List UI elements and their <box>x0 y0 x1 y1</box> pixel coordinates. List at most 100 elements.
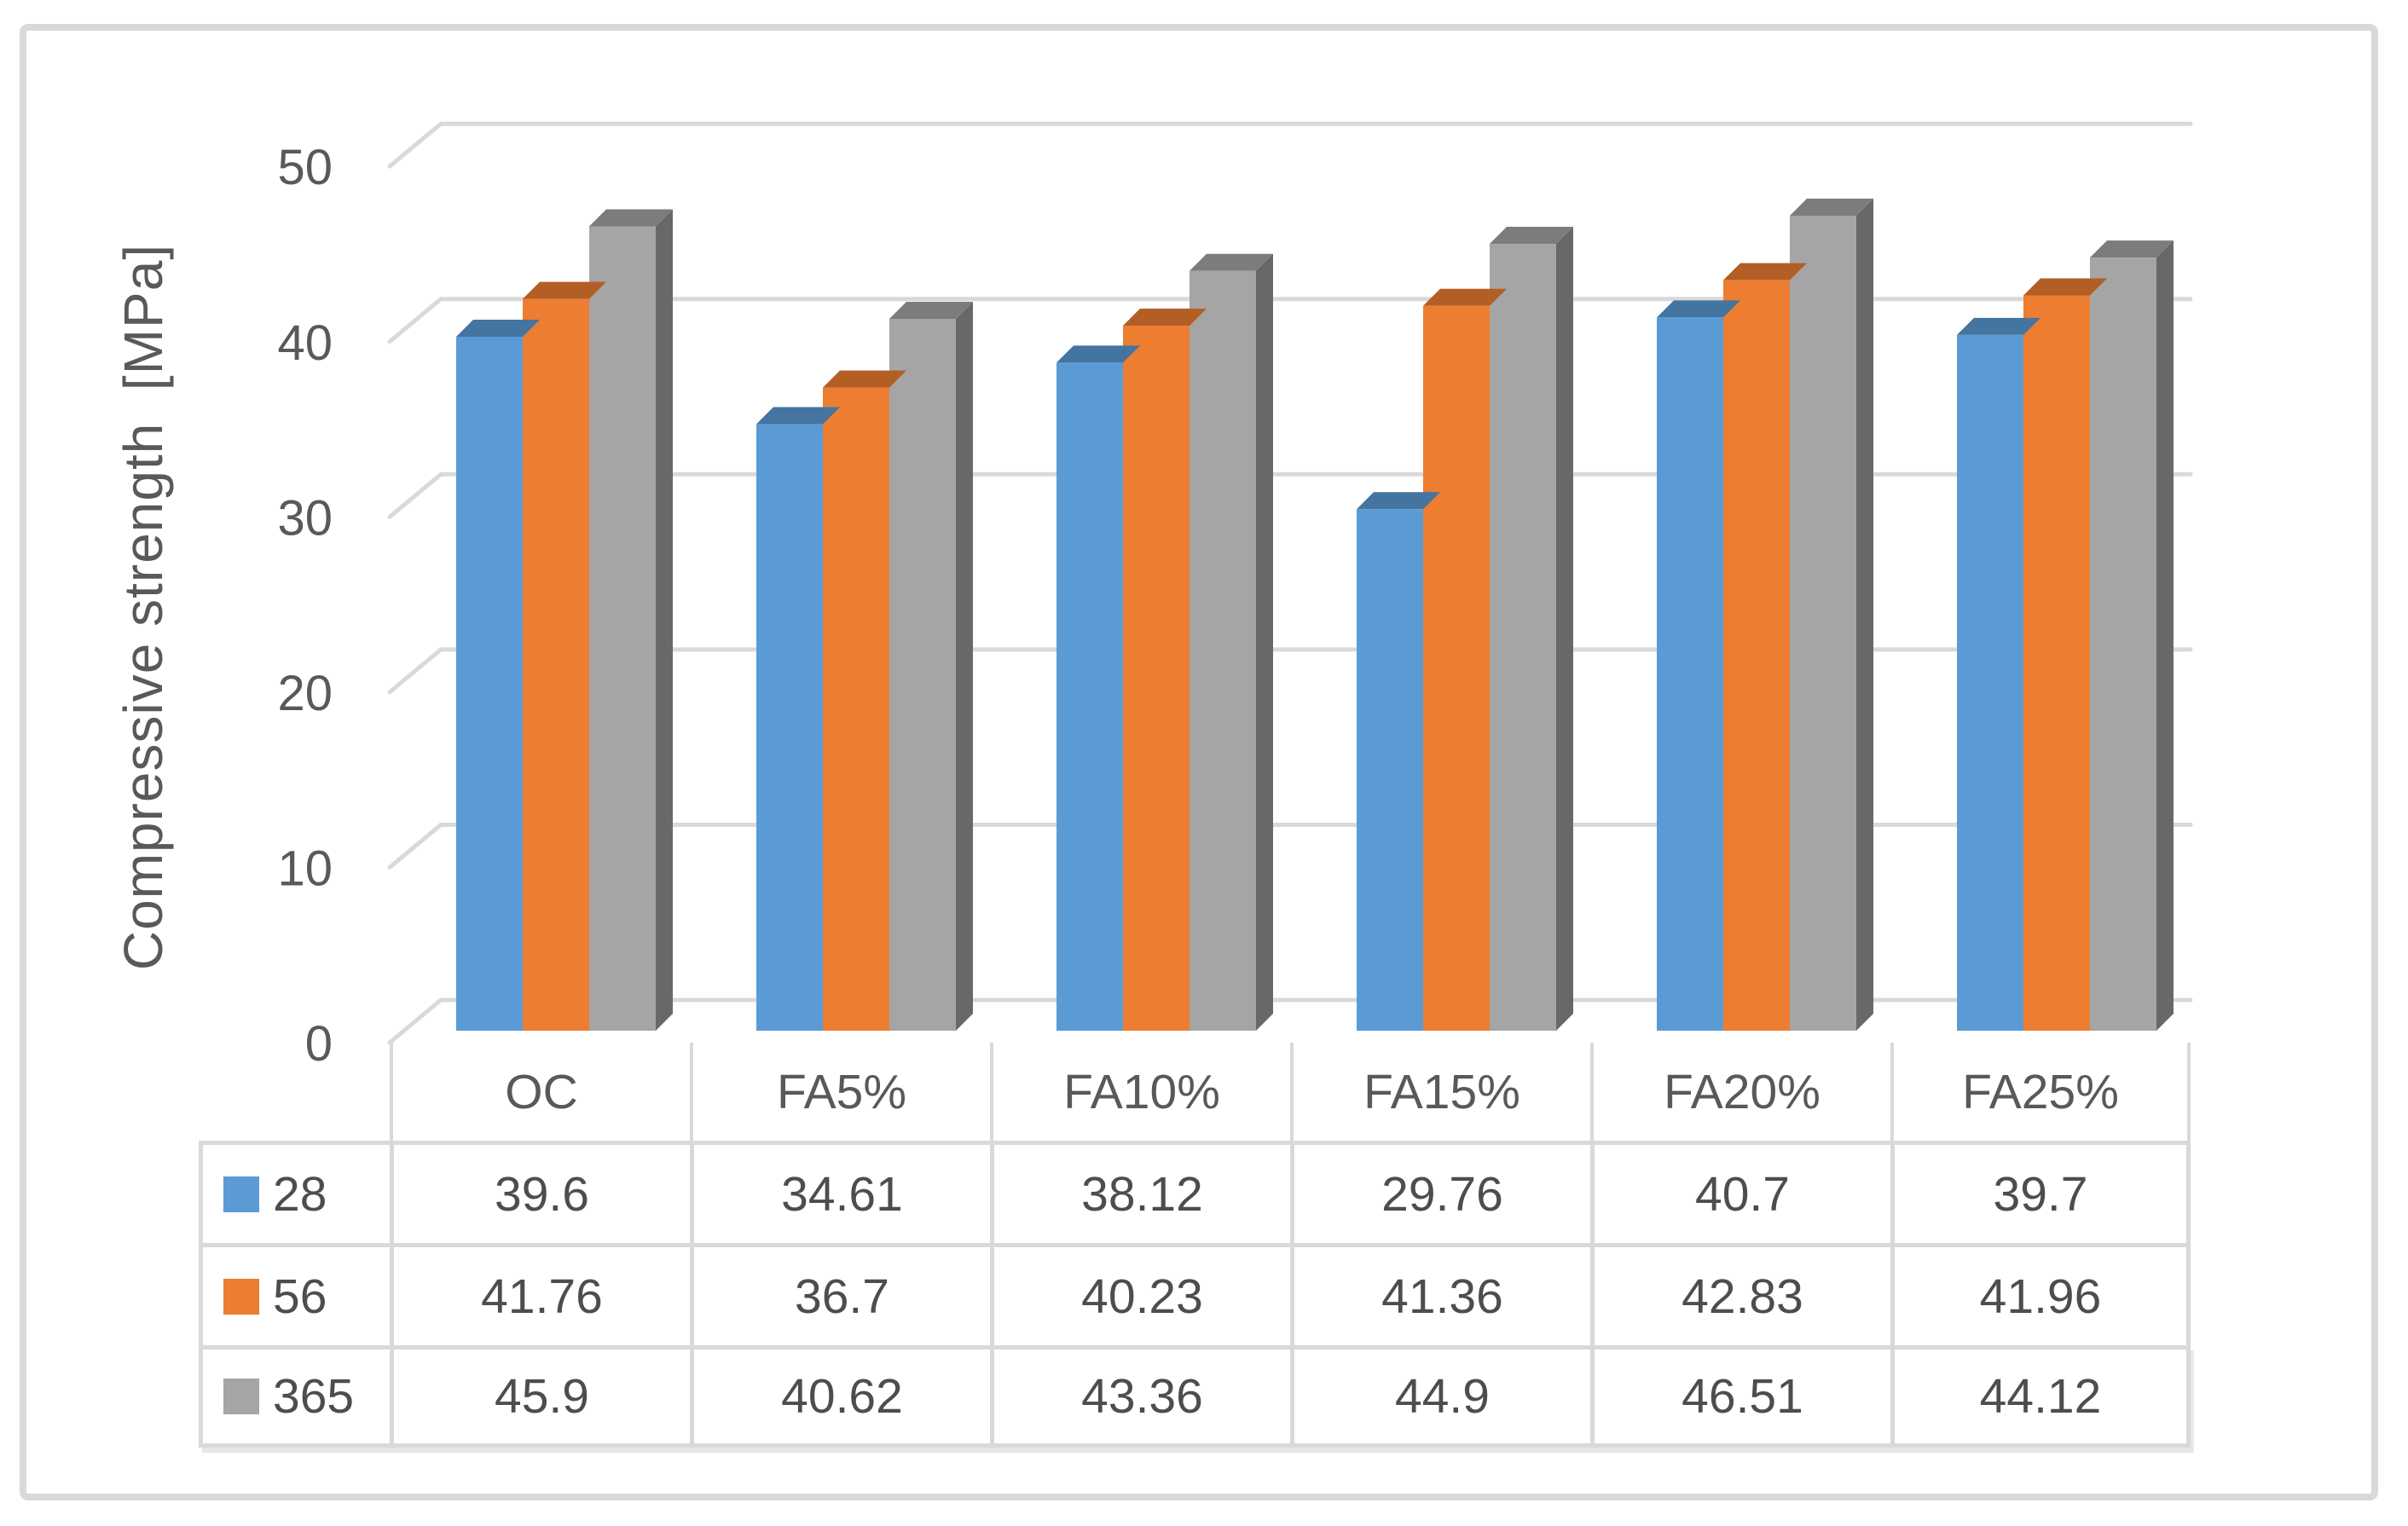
table-cell: 29.76 <box>1290 1141 1590 1243</box>
y-tick-label-20: 20 <box>277 666 333 721</box>
bar-front-face <box>589 226 656 1031</box>
bar-side-face <box>956 302 973 1032</box>
bar-front-face <box>889 319 956 1032</box>
table-cell: 41.96 <box>1890 1243 2191 1345</box>
category-header: OC <box>390 1043 690 1141</box>
bar-front-face <box>2090 257 2156 1031</box>
bar-56-FA15% <box>1423 288 1507 1031</box>
bar-front-face <box>523 298 589 1032</box>
bar-top-face <box>1190 253 1273 271</box>
bar-front-face <box>2023 295 2090 1032</box>
gridline-40 <box>387 297 2193 344</box>
table-row-legend: 365 <box>199 1345 390 1448</box>
table-cell: 42.83 <box>1590 1243 1890 1345</box>
bar-front-face <box>1490 244 1556 1031</box>
table-cell: 36.7 <box>690 1243 990 1345</box>
y-axis-title: Compressive strength [MPa] <box>113 243 174 971</box>
table-cell: 40.7 <box>1590 1141 1890 1243</box>
gridline-50 <box>387 121 2193 169</box>
y-tick-label-10: 10 <box>277 841 333 896</box>
bar-top-face <box>823 370 906 388</box>
bar-28-FA25% <box>1957 317 2040 1032</box>
bar-56-FA25% <box>2023 278 2107 1032</box>
gridline-0 <box>387 997 2193 1045</box>
bar-front-face <box>1357 509 1423 1031</box>
bar-top-face <box>889 302 973 320</box>
bar-side-face <box>2156 240 2174 1031</box>
legend-swatch-28 <box>223 1176 259 1212</box>
header-spacer <box>199 1043 390 1141</box>
category-header: FA15% <box>1290 1043 1590 1141</box>
bar-top-face <box>1723 263 1807 280</box>
bar-front-face <box>1957 334 2023 1032</box>
legend-swatch-365 <box>223 1379 259 1414</box>
gridline-20 <box>387 647 2193 695</box>
bar-front-face <box>1723 280 1790 1031</box>
legend-swatch-56 <box>223 1278 259 1315</box>
y-tick-label-40: 40 <box>277 315 333 371</box>
y-tick-label-0: 0 <box>305 1016 333 1072</box>
bar-365-FA5% <box>889 302 973 1032</box>
table-cell: 46.51 <box>1590 1345 1890 1448</box>
table-cell: 40.62 <box>690 1345 990 1448</box>
bar-56-OC <box>523 281 606 1032</box>
bar-365-OC <box>589 209 673 1031</box>
y-tick-label-30: 30 <box>277 490 333 546</box>
bar-front-face <box>1056 362 1123 1031</box>
bar-top-face <box>1056 345 1140 363</box>
bar-front-face <box>756 424 823 1031</box>
bar-top-face <box>456 319 540 337</box>
data-table: OC FA5% FA10% FA15% FA20% FA25% 28 39.6 … <box>199 1043 2191 1448</box>
legend-label: 28 <box>273 1166 327 1222</box>
bar-top-face <box>1790 198 1873 216</box>
bar-side-face <box>656 209 673 1031</box>
bar-front-face <box>1190 270 1256 1031</box>
bar-top-face <box>1357 492 1440 510</box>
table-cell: 44.12 <box>1890 1345 2191 1448</box>
bar-top-face <box>2023 278 2107 296</box>
bar-front-face <box>1423 305 1490 1031</box>
bar-28-OC <box>456 319 540 1031</box>
bar-56-FA20% <box>1723 263 1807 1031</box>
bar-top-face <box>756 407 840 425</box>
bar-56-FA5% <box>823 370 906 1031</box>
bar-top-face <box>589 209 673 227</box>
table-cell: 39.6 <box>390 1141 690 1243</box>
category-header: FA20% <box>1590 1043 1890 1141</box>
table-cell: 44.9 <box>1290 1345 1590 1448</box>
table-cell: 45.9 <box>390 1345 690 1448</box>
bar-28-FA5% <box>756 407 840 1031</box>
bar-front-face <box>1657 317 1723 1031</box>
y-tick-label-50: 50 <box>277 140 333 195</box>
bar-top-face <box>1423 288 1507 306</box>
table-row-legend: 28 <box>199 1141 390 1243</box>
bar-top-face <box>1957 317 2040 335</box>
legend-label: 365 <box>273 1369 355 1424</box>
bar-side-face <box>1256 253 1273 1031</box>
bar-28-FA15% <box>1357 492 1440 1031</box>
bar-front-face <box>456 336 523 1031</box>
bar-56-FA10% <box>1123 309 1207 1032</box>
table-cell: 41.36 <box>1290 1243 1590 1345</box>
bar-28-FA10% <box>1056 345 1140 1031</box>
gridline-10 <box>387 822 2193 870</box>
bar-side-face <box>1856 198 1873 1032</box>
table-row-legend: 56 <box>199 1243 390 1345</box>
bar-365-FA25% <box>2090 240 2174 1031</box>
bar-365-FA20% <box>1790 198 1873 1032</box>
bar-28-FA20% <box>1657 300 1740 1031</box>
bar-top-face <box>523 281 606 299</box>
legend-label: 56 <box>273 1269 327 1324</box>
bar-365-FA15% <box>1490 227 1573 1031</box>
table-cell: 43.36 <box>990 1345 1290 1448</box>
table-cell: 39.7 <box>1890 1141 2191 1243</box>
bar-front-face <box>1790 215 1856 1032</box>
table-cell: 41.76 <box>390 1243 690 1345</box>
table-cell: 40.23 <box>990 1243 1290 1345</box>
bar-top-face <box>1657 300 1740 318</box>
table-cell: 38.12 <box>990 1141 1290 1243</box>
bar-top-face <box>2090 240 2174 258</box>
bar-side-face <box>1556 227 1573 1031</box>
